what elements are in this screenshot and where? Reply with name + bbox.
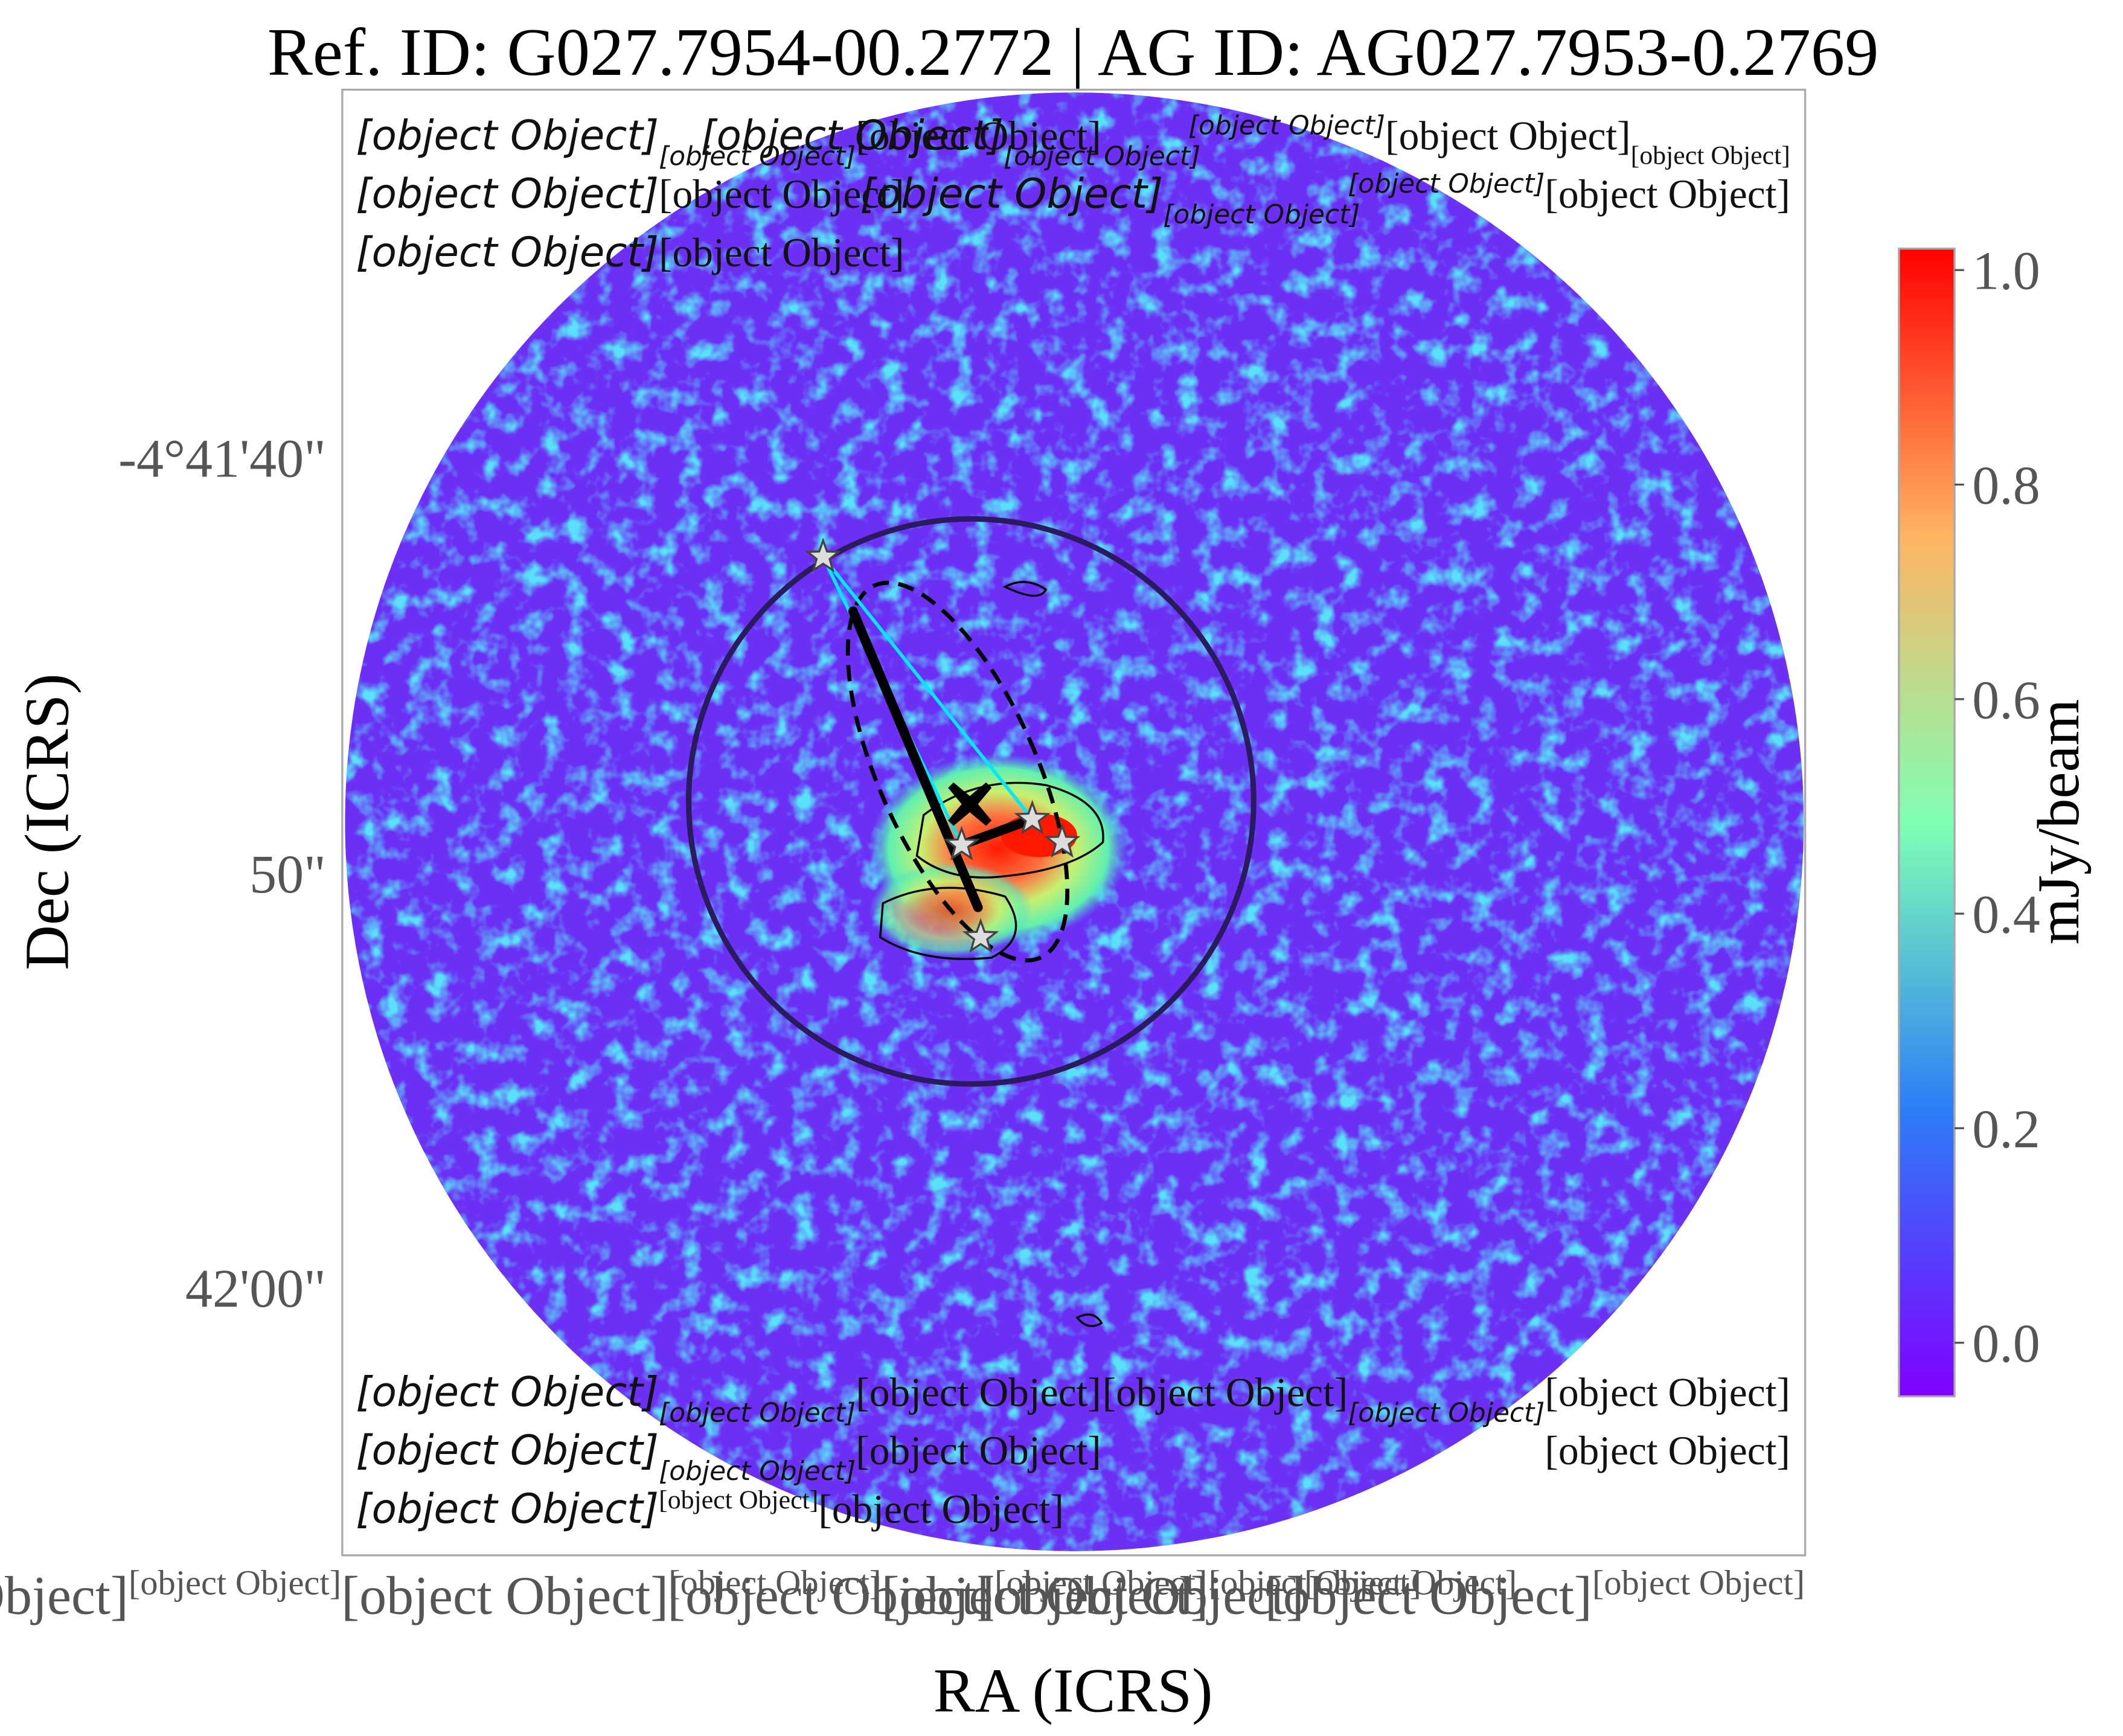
text-part: [object Object] — [1004, 141, 1200, 171]
text-part: [object Object] — [341, 1566, 668, 1625]
text-part: [object Object] — [659, 1397, 856, 1428]
text-part: [object Object] — [659, 1456, 856, 1487]
text-part: [object Object] — [1163, 199, 1360, 230]
annotation: [object Object][object Object][object Ob… — [356, 112, 1101, 172]
text-part: [object Object] — [659, 171, 905, 217]
text-part: [object Object] — [1265, 1566, 1592, 1625]
colorbar-tick-label: 0.8 — [1972, 456, 2040, 516]
annotation: [object Object] — [1545, 1428, 1790, 1473]
colorbar-label: mJy/beam — [2026, 699, 2092, 945]
annotation: [object Object][object Object] — [356, 170, 904, 217]
text-part: [object Object] — [1545, 1428, 1790, 1473]
contour — [1002, 581, 1103, 1327]
colorbar-tick-label: 0.0 — [1972, 1314, 2040, 1374]
y-tick-label: 50" — [249, 845, 326, 905]
annotations: [object Object][object Object][object Ob… — [356, 110, 1790, 1533]
text-part: [object Object] — [0, 1566, 129, 1625]
edge — [848, 606, 983, 912]
text-part: [object Object] — [1348, 168, 1545, 199]
core-star — [1014, 799, 1051, 835]
text-part: [object Object] — [881, 1566, 1208, 1625]
text-part: [object Object] — [977, 1566, 1304, 1625]
x-axis-label: RA (ICRS) — [933, 1656, 1213, 1725]
colorbar-tick-label: 0.6 — [1972, 670, 2040, 730]
text-part: [object Object] — [1103, 1369, 1348, 1415]
text-part: [object Object] — [1188, 110, 1385, 141]
text-part: [object Object] — [856, 1428, 1101, 1473]
map — [345, 92, 1804, 1552]
annotation: [object Object][object Object][object Ob… — [860, 168, 1790, 230]
text-part: [object Object] — [1209, 1563, 1421, 1602]
text-part: [object Object] — [856, 1369, 1101, 1415]
annotation: [object Object][object Object] — [977, 1563, 1517, 1626]
fit-ellipse — [845, 580, 1070, 962]
annotation: [object Object] [object Object] — [1265, 1563, 1805, 1626]
text-part: [object Object] — [1385, 114, 1631, 159]
text-part: [object Object] — [1592, 1563, 1805, 1602]
edge — [822, 556, 1034, 821]
text-part: [object Object] — [659, 1485, 818, 1514]
text-part: [object Object] — [356, 1426, 659, 1474]
annotation: [object Object][object Object] — [356, 228, 904, 276]
colorbar-tick-label: 1.0 — [1972, 242, 2040, 301]
colorbar-tick-label: 0.4 — [1972, 885, 2040, 945]
core-star — [1043, 822, 1081, 858]
text-part: [object Object] — [1304, 1563, 1517, 1602]
text-part: [object Object] — [659, 230, 905, 275]
text-part: [object Object] — [668, 1563, 881, 1602]
annotation: [object Object][object Object][object Ob… — [700, 110, 1790, 171]
text-part: [object Object] — [129, 1563, 341, 1602]
text-part: [object Object] — [1545, 1369, 1790, 1415]
cluster-circle — [686, 516, 1257, 1087]
text-part: [object Object] — [860, 170, 1164, 217]
text-part: [object Object] — [818, 1487, 1064, 1532]
text-part: [object Object] — [1631, 141, 1790, 170]
text-part: [object Object] — [356, 1368, 659, 1415]
text-part: [object Object] — [356, 228, 659, 276]
y-axis-label: Dec (ICRS) — [13, 673, 82, 970]
text-part: [object Object] — [667, 1566, 994, 1625]
annotation: [object Object][object Object][object Ob… — [356, 1368, 1101, 1428]
contour — [879, 886, 1017, 960]
text-part: [object Object] — [856, 114, 1101, 159]
core-star — [804, 537, 842, 573]
text-part: [object Object] — [356, 112, 659, 159]
text-part: [object Object] — [700, 112, 1004, 159]
cores — [804, 537, 1081, 953]
y-tick-label: -4°41'40" — [118, 429, 326, 489]
annotation: [object Object][object Object][object Ob… — [1103, 1369, 1790, 1428]
text-part: [object Object] — [356, 170, 659, 217]
text-part: [object Object] — [1545, 171, 1790, 217]
annotation: [object Object][object Object][object Ob… — [0, 1563, 1421, 1626]
core-star — [962, 918, 999, 953]
annotation: [object Object][object Object][object Ob… — [356, 1426, 1101, 1487]
y-tick-label: 42'00" — [185, 1259, 326, 1319]
annotation: [object Object][object Object][object Ob… — [356, 1485, 1063, 1533]
contour — [915, 781, 1104, 879]
chart-title: Ref. ID: G027.7954-00.2772 | AG ID: AG02… — [267, 15, 1879, 90]
colorbar — [1898, 248, 1956, 1398]
text-part: [object Object] — [1348, 1397, 1545, 1428]
colorbar-tick-label: 0.2 — [1972, 1100, 2040, 1159]
text-part: [object Object] — [356, 1485, 659, 1533]
centroid-marker — [948, 782, 992, 826]
text-part: [object Object] — [994, 1563, 1207, 1602]
core-star — [943, 825, 980, 860]
text-part: [object Object] — [659, 141, 856, 171]
annotation: [object Object] [object Object] — [667, 1563, 1207, 1626]
